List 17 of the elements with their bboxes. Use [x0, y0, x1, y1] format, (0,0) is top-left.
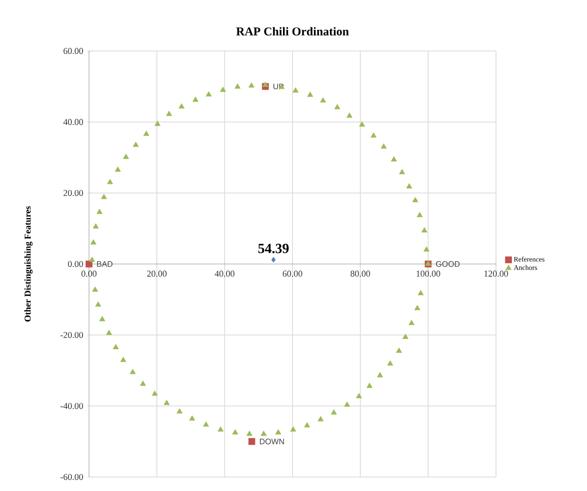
y-tick-label: 60.00 [64, 48, 84, 54]
chart-title: RAP Chili Ordination [236, 27, 349, 36]
y-tick-label: 0.00 [68, 260, 84, 268]
x-tick-label: 100.00 [416, 270, 440, 277]
x-tick-label: 80.00 [350, 270, 370, 277]
y-tick-label: -40.00 [60, 402, 84, 410]
y-tick-label: -60.00 [60, 474, 84, 480]
y-axis-title: Other Distinguishing Features [24, 206, 33, 322]
x-tick-label: 20.00 [147, 270, 167, 277]
x-tick-label: 40.00 [214, 270, 234, 277]
x-tick-label: 120.00 [484, 270, 508, 277]
y-tick-label: 20.00 [64, 190, 84, 196]
x-tick-label: 60.00 [282, 270, 302, 277]
annotation: 54.39 [258, 244, 289, 254]
y-tick-label: 40.00 [63, 118, 84, 126]
y-tick-label: -20.00 [60, 332, 84, 338]
x-tick-label: 0.00 [82, 270, 97, 277]
